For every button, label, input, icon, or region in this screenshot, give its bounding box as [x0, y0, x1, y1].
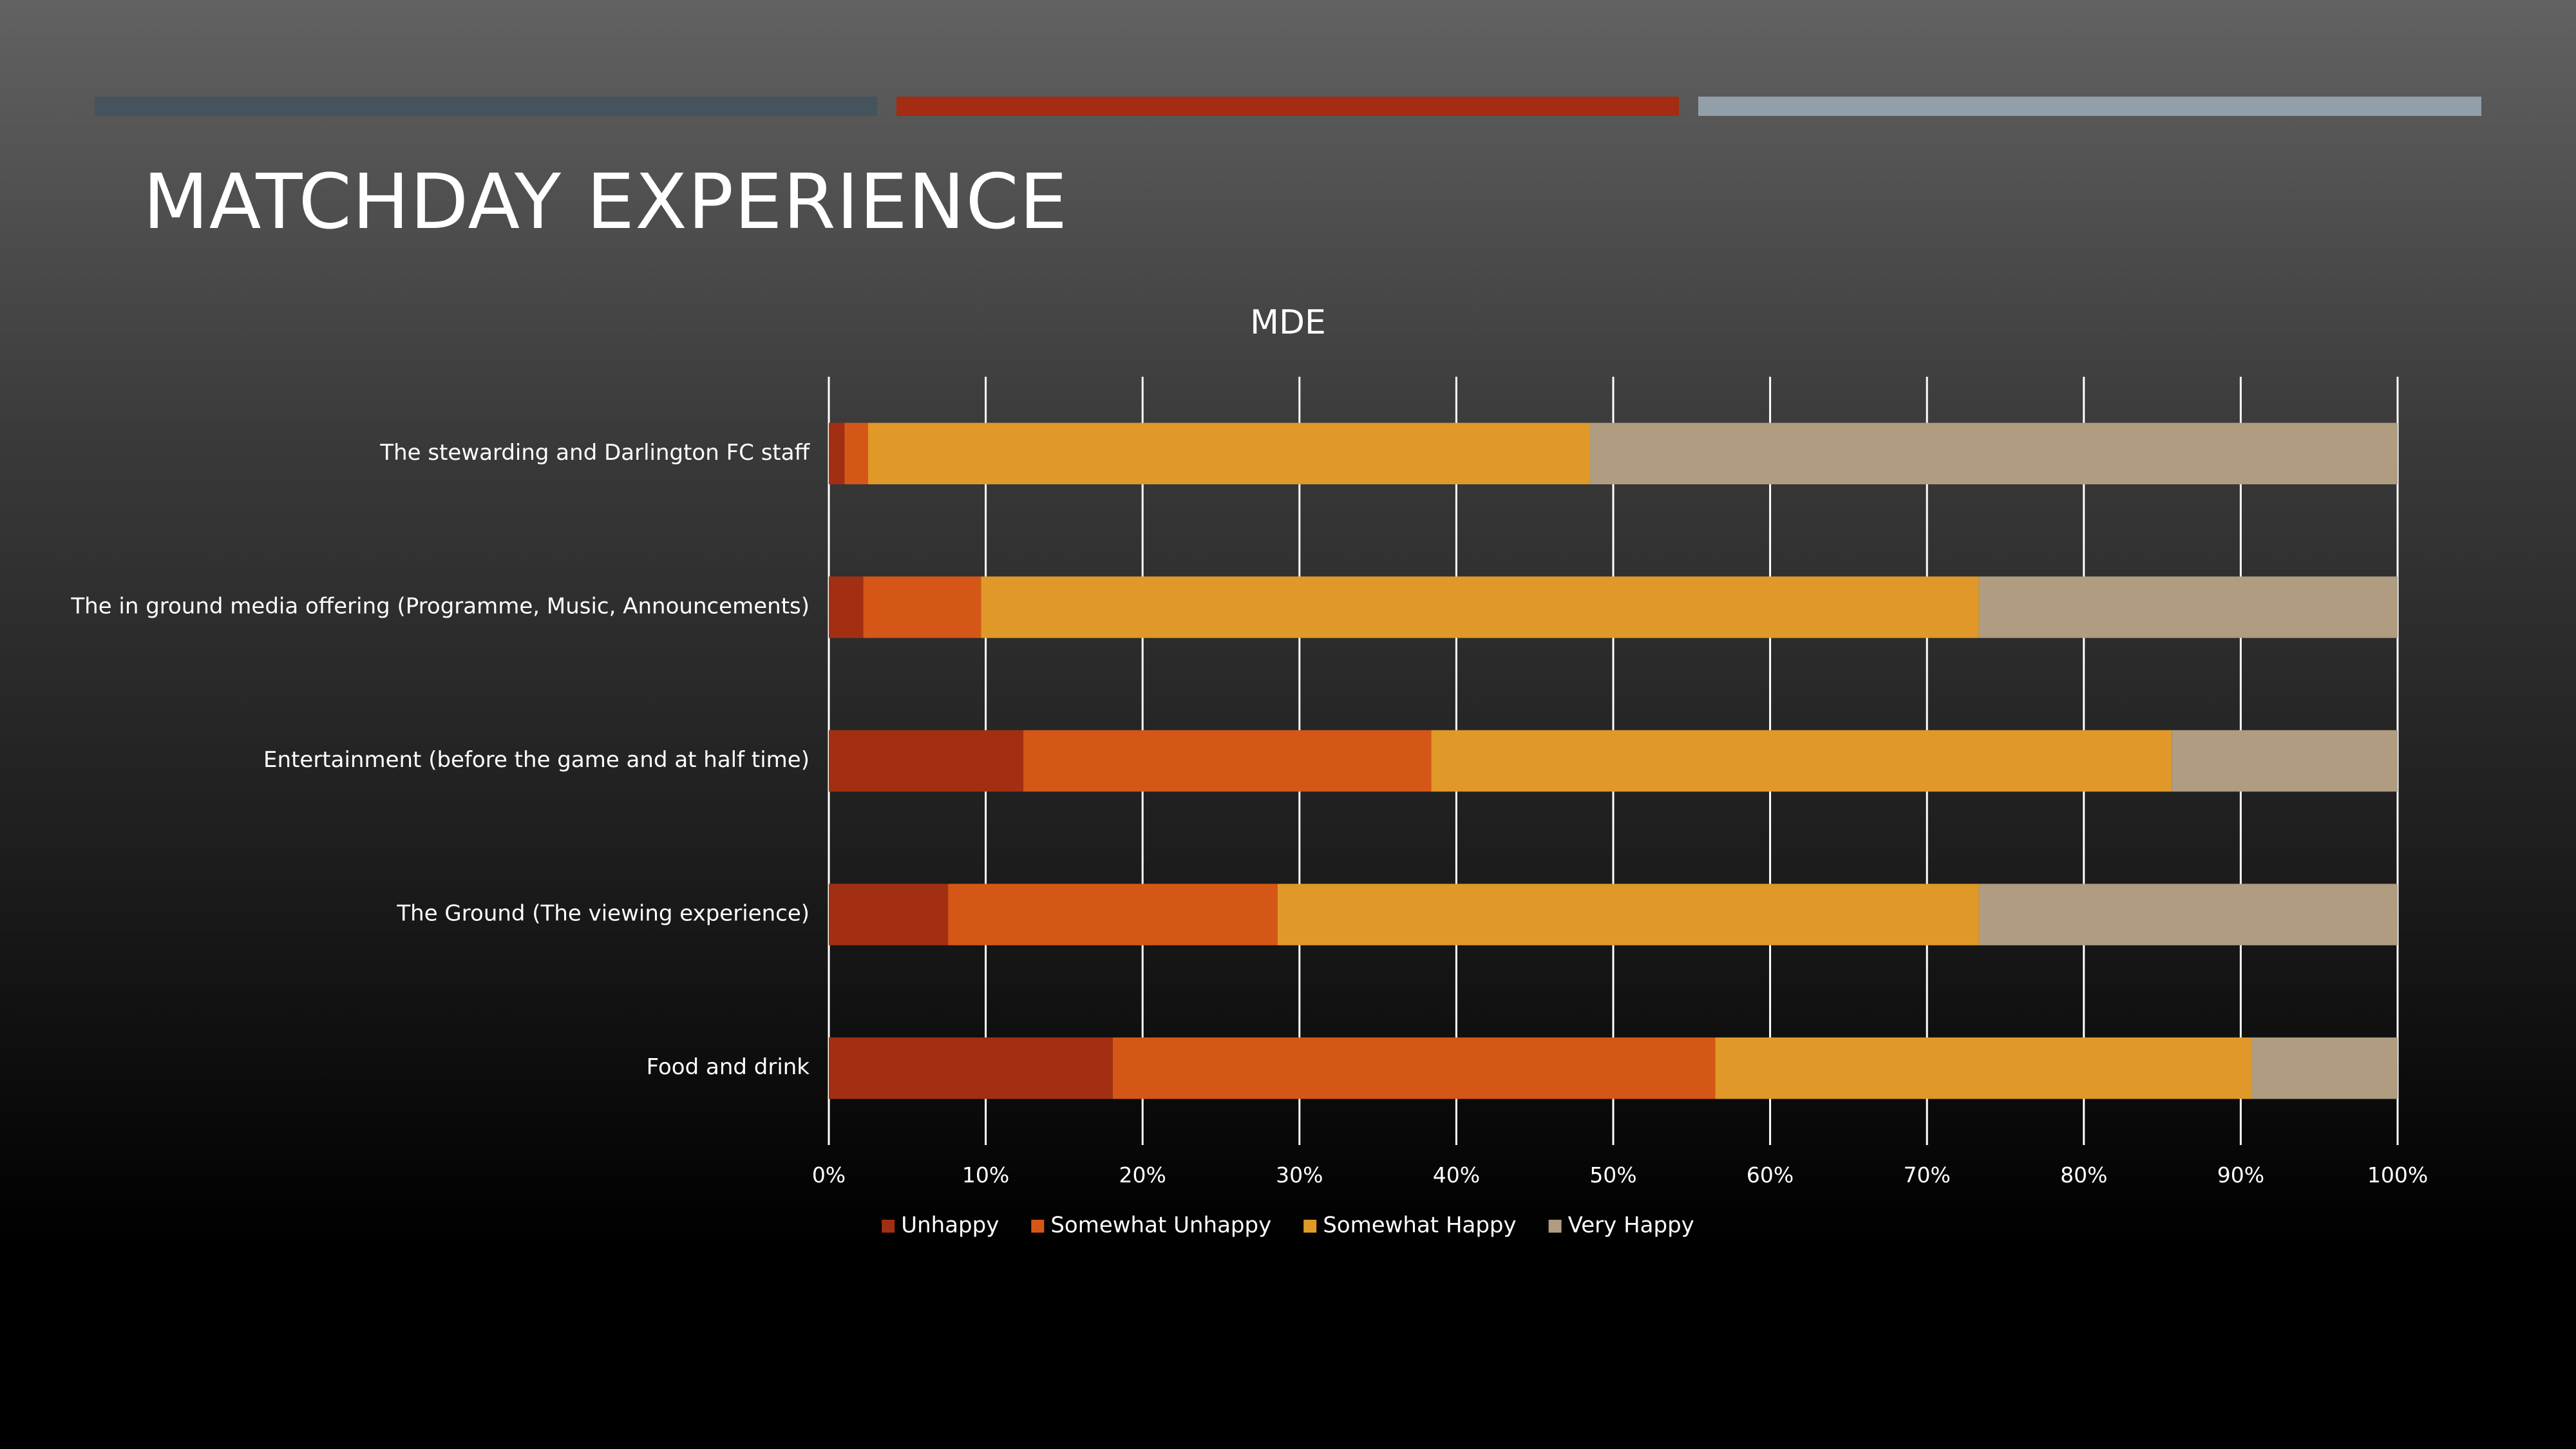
bar-3-very-happy [2172, 730, 2398, 792]
bar-3-unhappy [829, 730, 1024, 792]
bar-2-very-happy [1978, 576, 2398, 638]
legend-label: Somewhat Happy [1323, 1213, 1516, 1238]
bar-1-unhappy [829, 422, 845, 485]
bar-2-somewhat-happy [981, 576, 1979, 638]
bar-5-somewhat-happy [1715, 1037, 2252, 1099]
bar-4-somewhat-happy [1277, 884, 1979, 945]
category-label: The stewarding and Darlington FC staff [379, 440, 810, 466]
category-label: The Ground (The viewing experience) [396, 901, 810, 927]
x-tick-label: 70% [1904, 1162, 1951, 1188]
legend-swatch [1548, 1220, 1562, 1233]
bar-4-unhappy [829, 884, 949, 945]
accent-bar-2 [896, 97, 1679, 116]
x-tick-label: 100% [2367, 1162, 2428, 1188]
bars [829, 422, 2398, 1099]
x-tick-label: 50% [1589, 1162, 1636, 1188]
x-tick-label: 40% [1433, 1162, 1480, 1188]
x-tick-label: 0% [812, 1162, 846, 1188]
category-labels: The stewarding and Darlington FC staff Th… [70, 440, 810, 1080]
legend-swatch [882, 1220, 895, 1233]
legend-label: Very Happy [1568, 1213, 1694, 1238]
chart-title: MDE [1250, 303, 1326, 342]
category-label: Food and drink [647, 1054, 810, 1080]
accent-bar-1 [95, 97, 877, 116]
legend: Unhappy Somewhat Unhappy Somewhat Happy Ver… [882, 1213, 1694, 1238]
bar-1-somewhat-unhappy [844, 422, 868, 485]
category-label: Entertainment (before the game and at ha… [263, 747, 810, 773]
bar-2-unhappy [829, 576, 864, 638]
accent-bar-3 [1698, 97, 2481, 116]
bar-3-somewhat-unhappy [1023, 730, 1432, 792]
bar-1-very-happy [1589, 422, 2398, 485]
bar-5-unhappy [829, 1037, 1113, 1099]
x-tick-labels: 0% 10% 20% 30% 40% 50% 60% 70% 80% 90% 100% [812, 1162, 2428, 1188]
bar-1-somewhat-happy [867, 422, 1590, 485]
x-tick-label: 90% [2217, 1162, 2264, 1188]
bar-4-very-happy [1978, 884, 2398, 945]
legend-label: Unhappy [901, 1213, 999, 1238]
bar-3-somewhat-happy [1431, 730, 2172, 792]
bar-4-somewhat-unhappy [948, 884, 1278, 945]
category-label: The in ground media offering (Programme,… [70, 593, 810, 619]
slide-title: MATCHDAY EXPERIENCE [143, 157, 1068, 246]
bar-5-somewhat-unhappy [1112, 1037, 1716, 1099]
x-tick-label: 80% [2060, 1162, 2107, 1188]
bar-5-very-happy [2251, 1037, 2398, 1099]
legend-label: Somewhat Unhappy [1050, 1213, 1271, 1238]
legend-swatch [1031, 1220, 1045, 1233]
bar-2-somewhat-unhappy [863, 576, 981, 638]
legend-swatch [1303, 1220, 1317, 1233]
x-tick-label: 30% [1276, 1162, 1323, 1188]
x-tick-label: 20% [1119, 1162, 1166, 1188]
x-tick-label: 10% [962, 1162, 1009, 1188]
x-tick-label: 60% [1747, 1162, 1794, 1188]
